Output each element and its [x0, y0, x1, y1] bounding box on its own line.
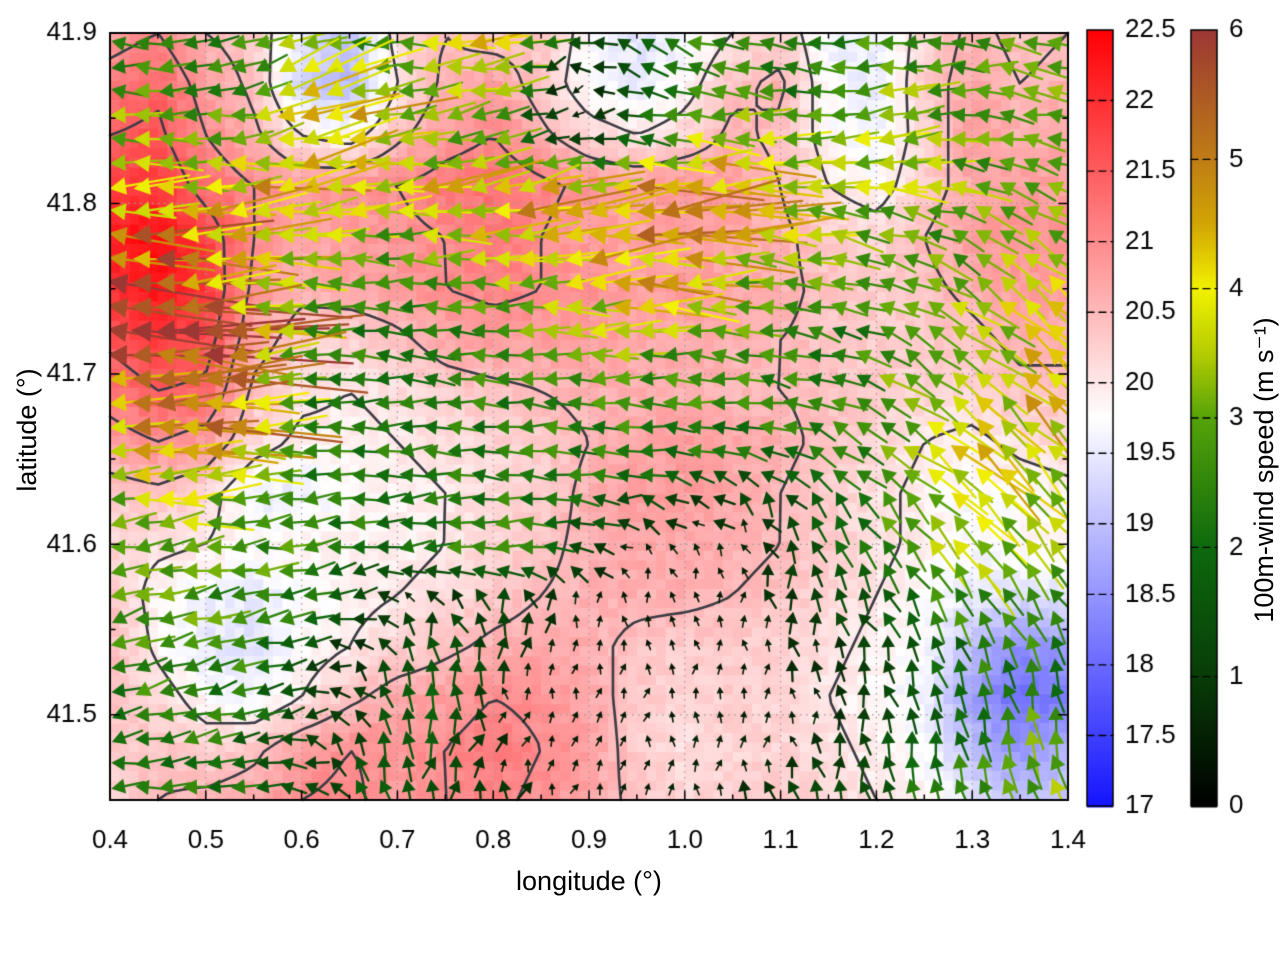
x-axis-label: longitude (°) — [516, 866, 662, 896]
